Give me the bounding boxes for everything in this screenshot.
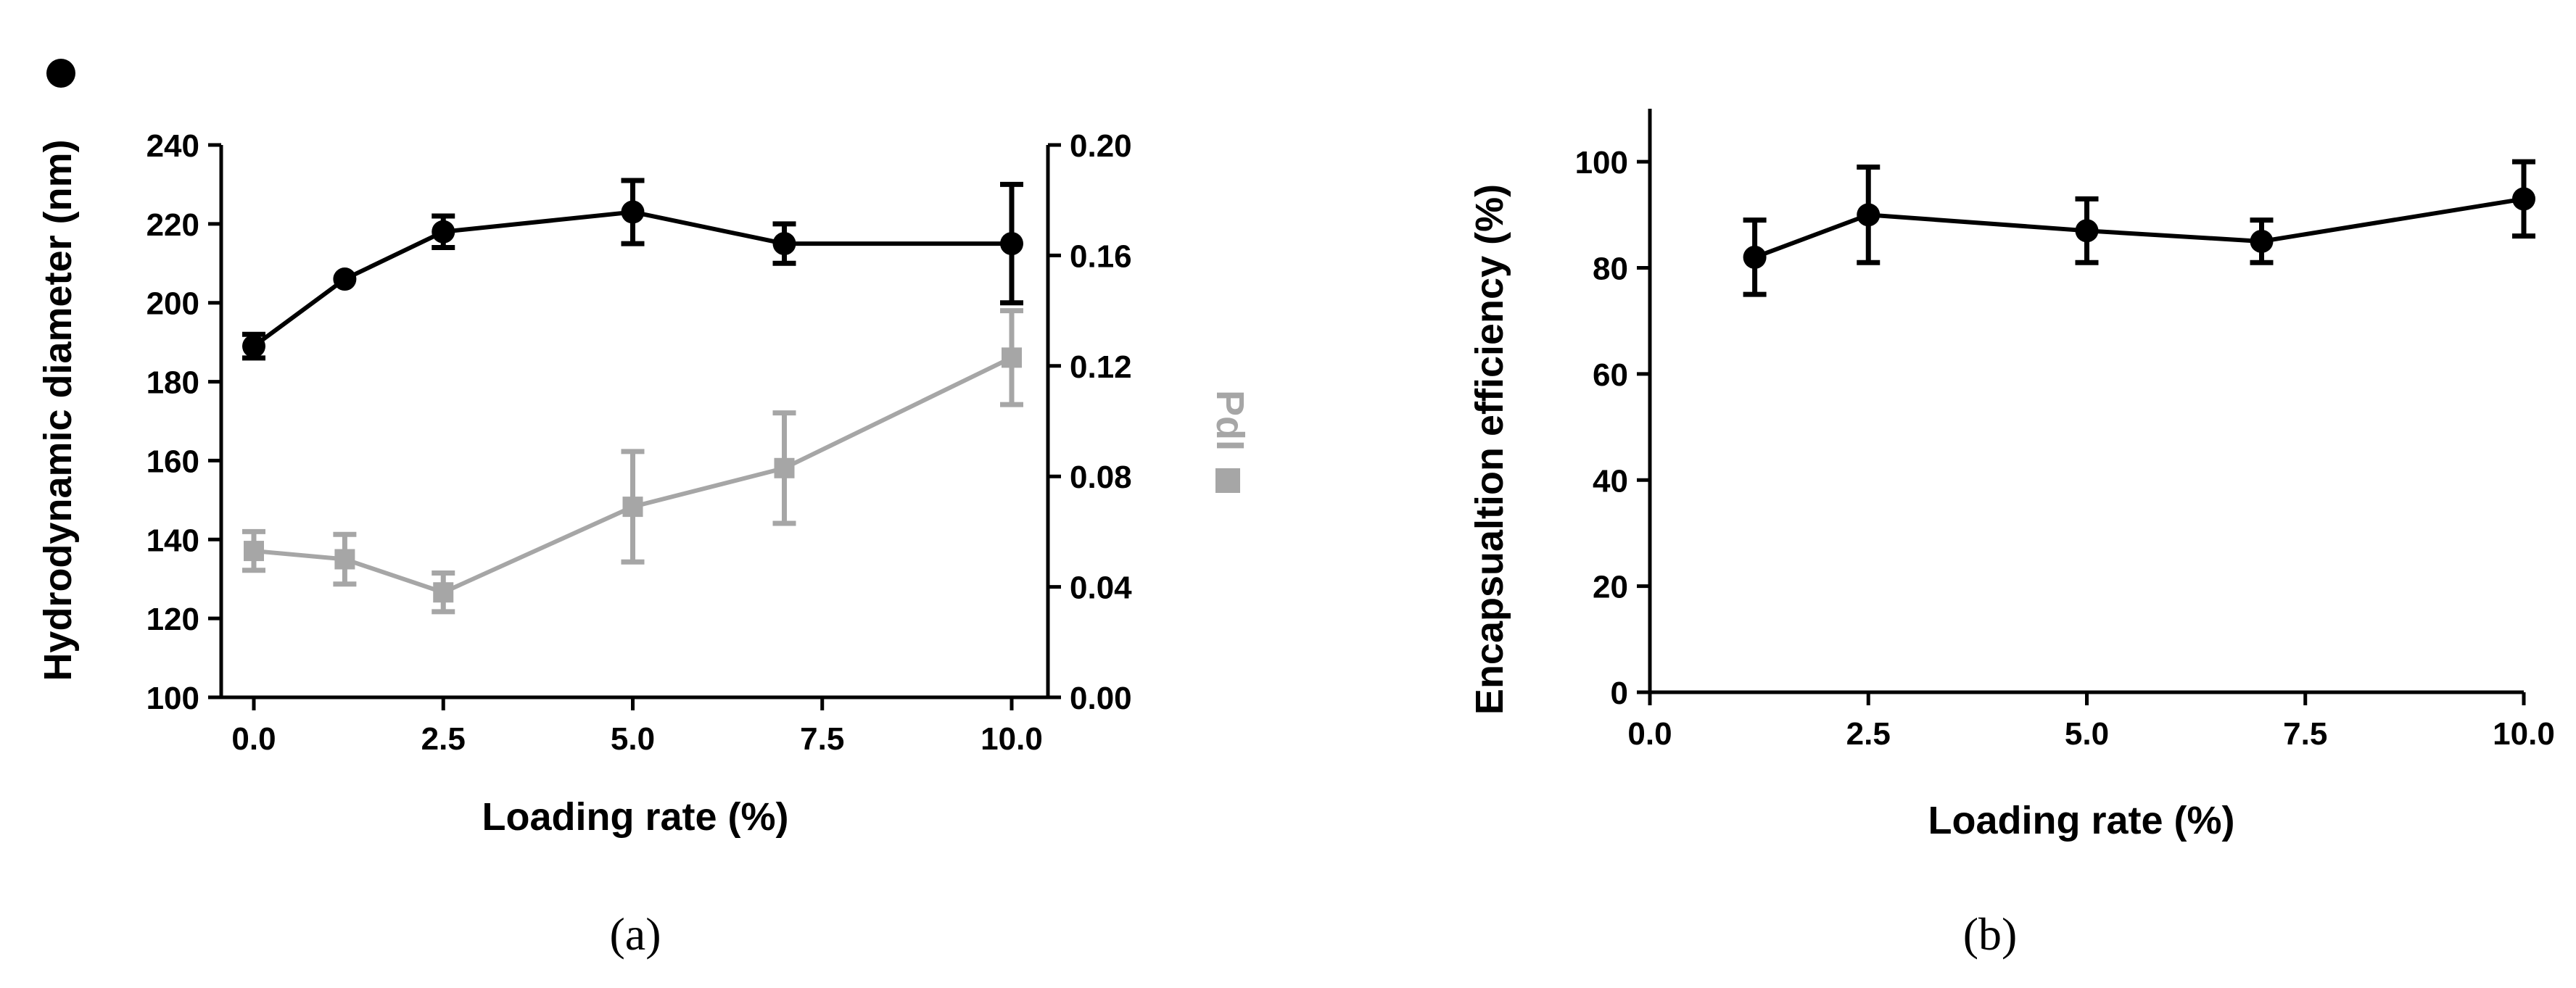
data-point-square — [334, 549, 355, 570]
x-tick-label: 5.0 — [2065, 716, 2109, 752]
x-tick-label: 0.0 — [231, 721, 276, 757]
y-tick-label: 100 — [146, 681, 199, 716]
data-point-circle — [621, 200, 645, 224]
chart-b-panel-label: (b) — [1963, 908, 2018, 960]
data-point-square — [774, 457, 795, 478]
data-point-circle — [2075, 219, 2099, 243]
data-point-circle — [432, 220, 455, 244]
y-tick-label: 40 — [1593, 463, 1628, 499]
data-point-square — [1002, 347, 1022, 368]
pdi-legend-square-marker — [1215, 468, 1240, 493]
data-point-circle — [333, 267, 357, 291]
x-tick-label: 2.5 — [1846, 716, 1891, 752]
data-point-circle — [1743, 245, 1767, 269]
y-tick-label: 120 — [146, 602, 199, 637]
y2-tick-label: 0.04 — [1070, 570, 1132, 606]
data-point-square — [244, 541, 264, 562]
chart-a-y2-axis-label: PdI — [1208, 390, 1252, 451]
y-tick-label: 100 — [1575, 145, 1628, 180]
y-tick-label: 240 — [146, 128, 199, 164]
y-tick-label: 20 — [1593, 570, 1628, 605]
y2-tick-label: 0.20 — [1070, 128, 1132, 164]
data-point-square — [433, 582, 454, 603]
y2-tick-label: 0.12 — [1070, 349, 1132, 385]
data-point-square — [622, 497, 643, 518]
data-point-circle — [1000, 232, 1023, 256]
chart-a-y-axis-label: Hydrodynamic diameter (nm) — [36, 139, 80, 681]
series-line — [252, 209, 1012, 348]
y-tick-label: 60 — [1593, 357, 1628, 393]
x-tick-label: 7.5 — [800, 721, 844, 757]
y-tick-label: 80 — [1593, 252, 1628, 287]
x-tick-label: 2.5 — [421, 721, 466, 757]
y-tick-label: 0 — [1611, 676, 1628, 711]
chart-a: 0.0 2.5 5.0 7.5 10.0 100 120 140 160 180 200 220 240… — [36, 59, 1252, 960]
chart-b-x-axis-label: Loading rate (%) — [1928, 799, 2234, 842]
x-tick-label: 10.0 — [2493, 716, 2555, 752]
data-point-circle — [242, 334, 265, 358]
data-point-circle — [2512, 187, 2535, 211]
y-tick-label: 160 — [146, 444, 199, 479]
chart-a-panel-label: (a) — [609, 908, 661, 960]
y-tick-label: 220 — [146, 207, 199, 243]
x-tick-label: 0.0 — [1627, 716, 1672, 752]
y-tick-label: 200 — [146, 286, 199, 322]
y2-tick-label: 0.08 — [1070, 460, 1132, 495]
series-line — [253, 355, 1013, 595]
x-tick-label: 10.0 — [981, 721, 1043, 757]
x-tick-label: 7.5 — [2283, 716, 2327, 752]
y2-tick-label: 0.16 — [1070, 238, 1132, 274]
data-point-circle — [772, 232, 796, 256]
data-point-circle — [1857, 203, 1881, 227]
chart-b-y-axis-label: Encapsualtion efficiency (%) — [1468, 184, 1511, 715]
data-point-circle — [2250, 229, 2274, 253]
diameter-legend-circle-marker — [46, 59, 75, 88]
chart-a-x-axis-label: Loading rate (%) — [482, 795, 788, 839]
y-tick-label: 140 — [146, 523, 199, 558]
y2-tick-label: 0.00 — [1070, 681, 1132, 716]
y-tick-label: 180 — [146, 365, 199, 401]
x-tick-label: 5.0 — [611, 721, 655, 757]
chart-b: 0.0 2.5 5.0 7.5 10.0 0 20 40 60 80 100 Loading rat… — [1468, 109, 2555, 960]
